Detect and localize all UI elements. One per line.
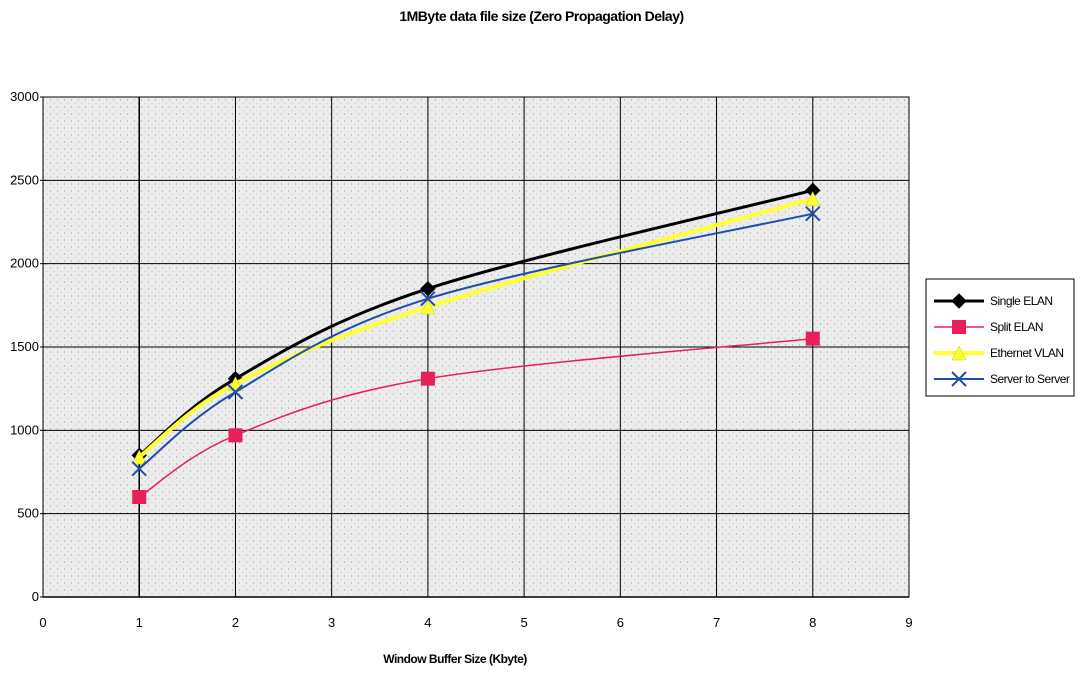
x-tick-label: 1 [136,615,143,630]
legend-swatch-marker [951,293,967,309]
data-point [132,490,147,504]
data-point [420,290,436,307]
axes: 0 1 2 3 4 5 6 7 8 9 0 500 1000 1500 2000 2500 3000 [10,89,913,630]
y-tick-label: 500 [17,506,39,521]
legend-label: Split ELAN [990,320,1043,334]
y-tick-label: 0 [32,589,39,604]
x-tick-label: 2 [232,615,239,630]
legend-swatch-marker [952,320,966,334]
x-tick-label: 5 [520,615,527,630]
data-point [228,428,243,443]
x-tick-label: 0 [39,615,46,630]
x-axis-label: Window Buffer Size (Kbyte) [383,652,527,666]
data-point [131,449,147,465]
legend-label: Ethernet VLAN [990,346,1064,360]
y-tick-label: 3000 [10,89,39,104]
data-point [131,460,147,477]
legend-box [925,278,1075,397]
data-point [805,191,821,206]
y-tick-label: 1500 [10,339,39,354]
series-line [138,196,814,459]
x-tick-label: 4 [424,615,431,630]
series-line [138,337,813,498]
legend: Single ELAN Split ELAN Ethernet VLAN Server… [925,278,1075,397]
data-point [420,371,435,386]
data-point [227,384,244,400]
x-tick-label: 8 [809,615,816,630]
chart-title: 1MByte data file size (Zero Propagation … [399,8,684,24]
y-tick-label: 1000 [10,422,39,437]
data-point [805,331,820,346]
y-tick-label: 2500 [10,172,39,187]
series [131,182,821,504]
series-server-to-server [131,205,821,477]
series-line [138,212,813,470]
x-tick-label: 6 [617,615,624,630]
legend-swatch-marker [951,371,967,387]
data-point [805,205,821,222]
data-point [420,280,436,297]
series-line [138,188,814,457]
legend-label: Server to Server [990,372,1070,386]
legend-swatch-marker [951,345,967,361]
x-tick-label: 7 [713,615,720,630]
x-tick-label: 3 [328,615,335,630]
series-split-elan [132,331,820,504]
y-tick-label: 2000 [10,256,39,271]
legend-label: Single ELAN [990,294,1053,308]
data-point [420,299,436,315]
x-tick-label: 9 [905,615,912,630]
